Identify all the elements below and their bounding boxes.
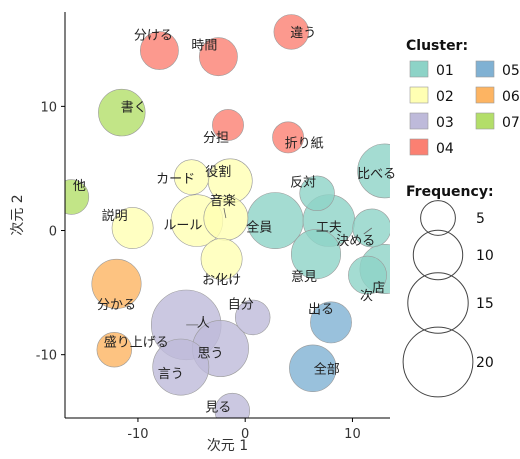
point-label: 人: [197, 316, 210, 331]
legend-size-circle: [412, 229, 464, 281]
legend-size-circle: [420, 200, 456, 236]
point-label: 自分: [228, 297, 254, 312]
bubble-02-カード: [173, 159, 210, 195]
point-label: カード: [156, 172, 195, 187]
legend-label-02: 02: [436, 89, 454, 105]
leader-line-layer: [186, 208, 373, 326]
point-label: 時間: [191, 39, 217, 54]
point-label: 反対: [290, 175, 316, 190]
point-label: 意見: [291, 269, 317, 285]
point-label: 分担: [203, 131, 229, 146]
point-label: 他: [73, 179, 86, 194]
legend-label-04: 04: [436, 141, 454, 157]
y-tick-label: 0: [49, 225, 57, 240]
bubble-06-分かる: [91, 258, 142, 309]
bubble-02-説明: [111, 207, 154, 249]
legend-size-label: 20: [476, 355, 494, 371]
legend-size-label: 15: [476, 296, 494, 312]
legend-swatch-03: [409, 112, 429, 130]
point-label: 説明: [102, 208, 128, 224]
legend-size-circle: [407, 272, 469, 334]
point-label: お化け: [202, 273, 241, 288]
bubble-04-違う: [273, 14, 309, 50]
point-label: 音楽: [210, 193, 236, 209]
bubble-02-お化け: [200, 238, 243, 281]
bubble-layer: [65, 14, 390, 418]
point-label: 分かる: [97, 298, 136, 313]
legend-swatch-04: [409, 138, 429, 156]
point-label: 盛り上げる: [104, 336, 169, 351]
point-label: 見る: [205, 401, 231, 416]
point-label: 役割: [205, 164, 231, 180]
x-axis-title: 次元 1: [207, 438, 248, 454]
legend-frequency-entries: 5 10 15 20: [402, 200, 494, 398]
legend-frequency-title: Frequency:: [406, 184, 494, 200]
legend-swatch-07: [475, 112, 495, 130]
bubble-01-意見: [290, 229, 341, 280]
bubble-03-言う: [152, 338, 210, 396]
bubble-07-書く: [98, 88, 146, 137]
legend-label-01: 01: [436, 63, 454, 79]
point-label: 思う: [197, 347, 223, 362]
bubble-03-見る: [214, 392, 250, 418]
legend: Cluster: 01 05 02 06 03 07 04 Frequency: 5 10 15…: [402, 38, 520, 398]
legend-swatch-06: [475, 86, 495, 104]
bubble-04-分担: [212, 109, 244, 141]
y-tick-label: -10: [36, 349, 57, 364]
point-label: ルール: [163, 219, 202, 234]
point-label: 全員: [246, 220, 272, 236]
legend-size-label: 5: [476, 211, 485, 227]
point-label: 全部: [314, 361, 340, 377]
x-tick-label: 0: [241, 427, 249, 442]
point-label: 違う: [290, 26, 316, 41]
legend-swatch-01: [409, 60, 429, 78]
legend-swatch-05: [475, 60, 495, 78]
bubble-04-折り紙: [272, 121, 305, 154]
point-label: 次: [360, 288, 373, 304]
bubble-06-盛り上げる: [96, 332, 133, 368]
bubble-07-他: [65, 179, 90, 215]
leader-line: [223, 208, 227, 219]
point-label: 書く: [121, 101, 147, 116]
point-label: 決める: [336, 234, 375, 249]
point-label: 比べる: [357, 167, 396, 182]
x-ticks: -10 0 10: [127, 418, 361, 442]
legend-size-circle: [402, 326, 474, 398]
legend-swatch-02: [409, 86, 429, 104]
bubble-05-全部: [289, 344, 337, 392]
point-label: 分ける: [134, 29, 173, 44]
point-label: 店: [372, 281, 385, 296]
bubble-04-分ける: [139, 31, 179, 70]
y-tick-label: 10: [40, 100, 57, 115]
bubble-01-比べる: [357, 143, 390, 199]
legend-label-06: 06: [502, 89, 520, 105]
x-tick-label: -10: [127, 427, 148, 442]
bubble-01-次: [348, 255, 387, 295]
bubble-05-出る: [310, 301, 352, 344]
point-label: 折り紙: [285, 136, 324, 151]
y-axis-title: 次元 2: [10, 194, 26, 235]
legend-cluster-entries: 01 05 02 06 03 07 04: [409, 60, 520, 157]
bubble-04-時間: [198, 37, 238, 77]
legend-cluster-title: Cluster:: [406, 38, 468, 54]
point-label: 言う: [158, 367, 184, 382]
bubble-01-反対: [299, 175, 335, 212]
legend-size-label: 10: [476, 248, 494, 264]
leader-line: [363, 227, 373, 235]
legend-label-05: 05: [502, 63, 520, 79]
x-tick-label: 10: [344, 427, 361, 442]
axes: -10 0 10 -10 0 10 次元 1 次元 2: [10, 12, 390, 454]
point-label: 工夫: [316, 221, 342, 236]
bubble-03-自分: [235, 299, 271, 336]
point-label: 出る: [308, 302, 334, 317]
y-ticks: -10 0 10: [36, 100, 65, 364]
legend-label-03: 03: [436, 115, 454, 131]
legend-label-07: 07: [502, 115, 520, 131]
